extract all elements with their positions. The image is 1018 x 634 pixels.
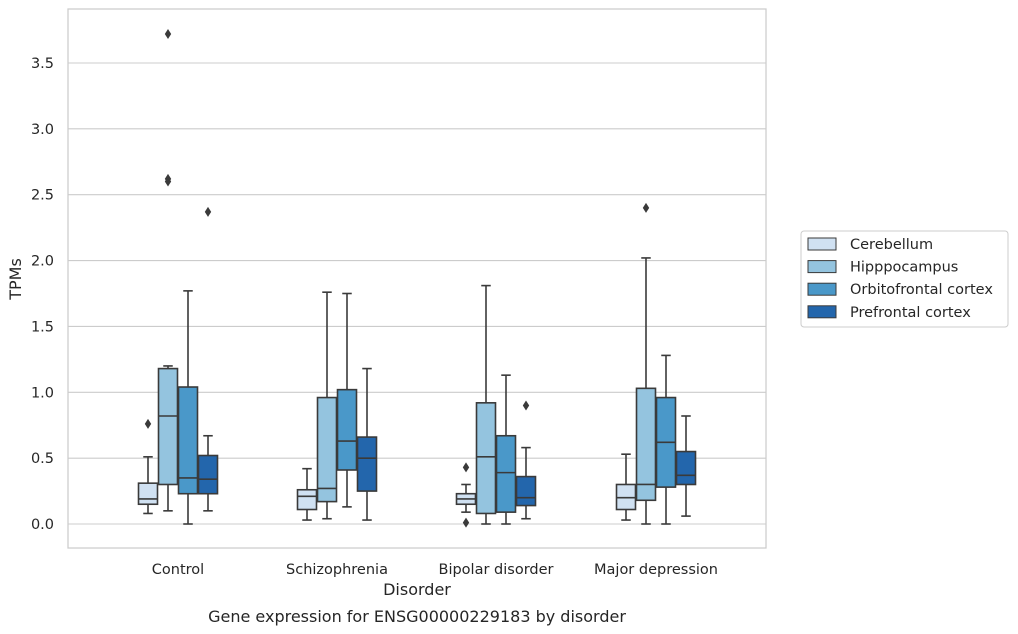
box-body xyxy=(296,488,318,511)
legend-swatch xyxy=(807,305,837,319)
box-cerebellum-1 xyxy=(296,467,318,521)
outlier-marker xyxy=(642,202,650,213)
legend-label: Prefrontal cortex xyxy=(850,305,971,321)
outlier-marker xyxy=(462,517,470,528)
box-hipppocampus-0 xyxy=(157,29,179,512)
box-cerebellum-3 xyxy=(615,453,637,521)
box-cerebellum-0 xyxy=(137,418,159,515)
outlier-marker xyxy=(522,400,530,411)
legend-label: Cerebellum xyxy=(850,237,933,253)
legend-label: Orbitofrontal cortex xyxy=(850,282,993,298)
legend-swatch xyxy=(807,260,837,274)
y-tick-label: 2.0 xyxy=(31,254,54,270)
x-axis-label: Disorder xyxy=(383,580,451,599)
box-body xyxy=(316,396,338,503)
x-tick-labels: Control Schizophrenia Bipolar disorder Majo… xyxy=(152,562,718,578)
x-tick-label: Major depression xyxy=(594,562,718,578)
y-tick-label: 1.5 xyxy=(31,319,54,335)
outlier-marker xyxy=(462,462,470,473)
outlier-marker xyxy=(164,29,172,40)
box-body xyxy=(475,402,497,515)
box-body xyxy=(515,475,537,507)
y-tick-label: 2.5 xyxy=(31,188,54,204)
legend: Cerebellum Hipppocampus Orbitofrontal cort… xyxy=(800,230,1009,328)
chart-title: Gene expression for ENSG00000229183 by d… xyxy=(208,607,626,626)
box-body xyxy=(675,450,697,486)
box-hipppocampus-2 xyxy=(475,284,497,525)
box-body xyxy=(635,387,657,502)
box-series xyxy=(137,29,697,528)
x-tick-label: Schizophrenia xyxy=(286,562,388,578)
box-orbitofrontal-cortex-0 xyxy=(177,290,199,525)
box-body xyxy=(177,386,199,495)
plot-frame xyxy=(67,8,767,549)
box-prefrontal-cortex-0 xyxy=(197,206,219,512)
y-tick-label: 3.5 xyxy=(31,56,54,72)
x-tick-label: Control xyxy=(152,562,204,578)
box-prefrontal-cortex-3 xyxy=(675,415,697,517)
box-hipppocampus-3 xyxy=(635,202,657,525)
y-tick-label: 0.0 xyxy=(31,517,54,533)
box-prefrontal-cortex-1 xyxy=(356,367,378,521)
box-body xyxy=(495,434,517,513)
box-body xyxy=(336,388,358,471)
box-cerebellum-2 xyxy=(455,462,477,528)
box-body xyxy=(137,482,159,506)
x-tick-label: Bipolar disorder xyxy=(439,562,554,578)
legend-label: Hipppocampus xyxy=(850,260,958,276)
box-body xyxy=(356,436,378,492)
legend-frame xyxy=(800,230,1009,328)
box-orbitofrontal-cortex-3 xyxy=(655,354,677,525)
outlier-marker xyxy=(164,173,172,184)
box-hipppocampus-1 xyxy=(316,291,338,520)
y-axis-label: TPMs xyxy=(6,258,25,301)
y-tick-label: 1.0 xyxy=(31,385,54,401)
outlier-marker xyxy=(204,206,212,217)
y-tick-label: 0.5 xyxy=(31,451,54,467)
box-prefrontal-cortex-2 xyxy=(515,400,537,520)
legend-swatch xyxy=(807,237,837,251)
legend-swatch xyxy=(807,282,837,296)
outlier-marker xyxy=(144,418,152,429)
box-body xyxy=(157,367,179,486)
y-tick-label: 3.0 xyxy=(31,122,54,138)
box-body xyxy=(197,454,219,495)
box-orbitofrontal-cortex-2 xyxy=(495,374,517,525)
box-orbitofrontal-cortex-1 xyxy=(336,292,358,508)
y-tick-labels: 0.0 0.5 1.0 1.5 2.0 2.5 3.0 3.5 xyxy=(31,56,54,533)
